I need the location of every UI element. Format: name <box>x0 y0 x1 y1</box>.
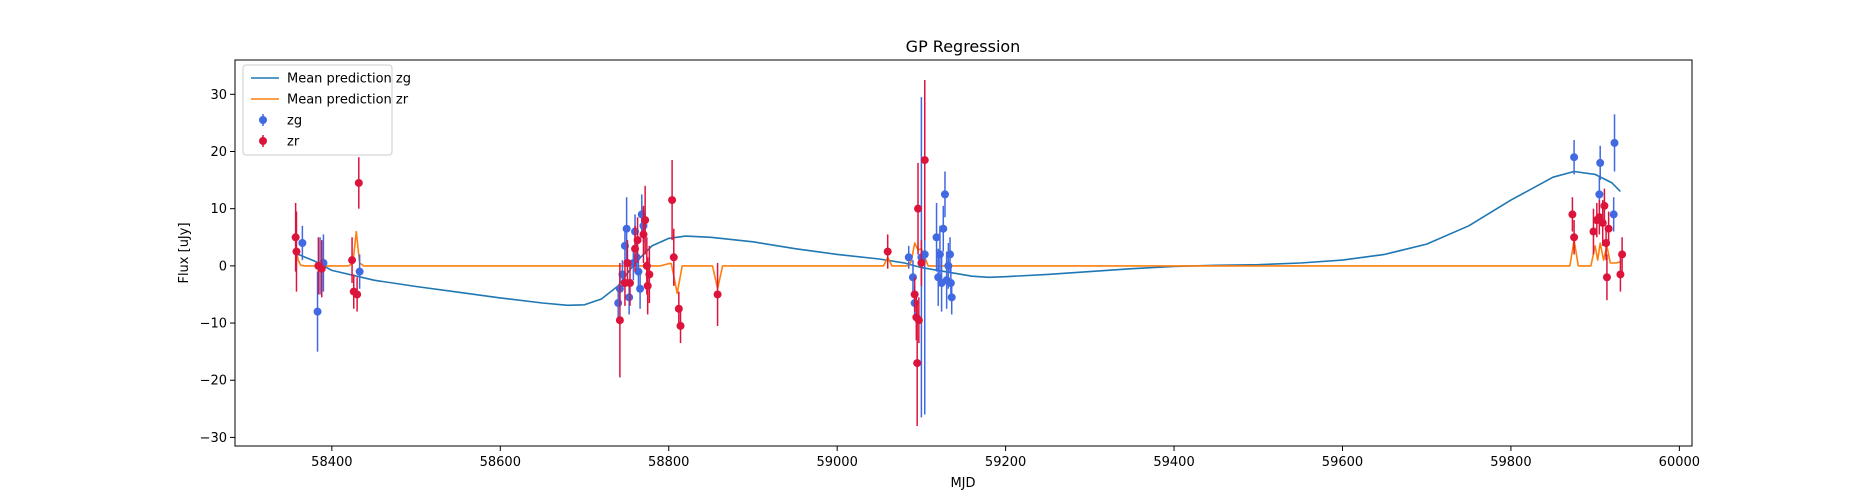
legend-marker-swatch <box>259 137 267 145</box>
x-tick-label: 59200 <box>985 455 1026 470</box>
data-point <box>317 264 326 273</box>
data-point <box>615 316 624 325</box>
data-point <box>1610 138 1619 147</box>
data-point <box>636 284 645 293</box>
data-point <box>1604 224 1613 233</box>
data-point <box>1616 270 1625 279</box>
data-point <box>1596 158 1605 167</box>
data-point <box>291 233 300 242</box>
data-point <box>1570 153 1579 162</box>
data-point <box>1602 273 1611 282</box>
x-tick-label: 58800 <box>648 455 689 470</box>
series-line-zg <box>297 170 1621 307</box>
data-point <box>643 281 652 290</box>
data-point <box>292 247 301 256</box>
data-point <box>353 290 362 299</box>
data-point <box>1618 250 1627 259</box>
data-point <box>639 230 648 239</box>
data-point <box>914 316 923 325</box>
legend-label: Mean prediction zg <box>287 72 411 87</box>
legend-label: zg <box>287 114 302 129</box>
y-axis-label: Flux [uJy] <box>177 222 192 283</box>
data-point <box>676 321 685 330</box>
data-point <box>614 299 623 308</box>
legend-item: zg <box>259 114 302 129</box>
legend-box <box>242 64 393 156</box>
data-point <box>674 304 683 313</box>
data-point <box>354 178 363 187</box>
x-axis-label: MJD <box>950 476 975 491</box>
x-tick-label: 59600 <box>1322 455 1363 470</box>
data-point <box>904 253 913 262</box>
data-point <box>713 290 722 299</box>
y-tick-label: −20 <box>200 374 227 389</box>
x-axis: 58400 58600 58800 59000 59200 59400 59600 59800… <box>311 446 1700 470</box>
data-point <box>939 224 948 233</box>
y-tick-label: 30 <box>210 88 227 103</box>
x-tick-label: 58400 <box>311 455 352 470</box>
data-point <box>632 253 641 262</box>
data-point <box>940 190 949 199</box>
x-tick-label: 58600 <box>480 455 521 470</box>
legend-item: Mean prediction zg <box>251 72 411 87</box>
legend-item: Mean prediction zr <box>251 93 409 108</box>
legend-label: Mean prediction zr <box>287 93 409 108</box>
data-point <box>669 253 678 262</box>
data-point <box>1570 233 1579 242</box>
data-point <box>645 270 654 279</box>
legend-label: zr <box>287 135 300 150</box>
data-point <box>932 233 941 242</box>
data-point <box>1568 210 1577 219</box>
y-tick-label: 0 <box>219 259 227 274</box>
data-point <box>908 273 917 282</box>
data-point <box>355 267 364 276</box>
data-point <box>910 290 919 299</box>
data-point <box>1595 190 1604 199</box>
y-axis: −30 −20 −10 0 10 20 30 <box>200 88 235 446</box>
data-point <box>920 156 929 165</box>
y-tick-label: −30 <box>200 431 227 446</box>
data-point <box>914 204 923 213</box>
data-point <box>641 216 650 225</box>
data-point <box>313 307 322 316</box>
data-point <box>668 196 677 205</box>
data-point <box>622 224 631 233</box>
legend-marker-swatch <box>259 116 267 124</box>
data-point <box>883 247 892 256</box>
x-tick-label: 59800 <box>1490 455 1531 470</box>
series-zg <box>298 94 1619 418</box>
chart-title: GP Regression <box>906 37 1021 56</box>
series-line-zr <box>295 230 1623 295</box>
data-point <box>946 279 955 288</box>
data-point <box>1598 218 1607 227</box>
legend-item: zr <box>259 135 300 150</box>
y-tick-label: 10 <box>210 202 227 217</box>
series-zr <box>291 80 1627 426</box>
data-point <box>947 293 956 302</box>
data-point <box>348 256 357 265</box>
data-point <box>946 250 955 259</box>
x-tick-label: 59400 <box>1153 455 1194 470</box>
data-point <box>917 259 926 268</box>
data-point <box>913 359 922 368</box>
data-point <box>625 279 634 288</box>
data-point <box>935 250 944 259</box>
data-point <box>1589 227 1598 236</box>
x-tick-label: 60000 <box>1659 455 1700 470</box>
data-point <box>920 250 929 259</box>
data-point <box>1600 201 1609 210</box>
plot-frame <box>234 59 1693 447</box>
data-point <box>1609 210 1618 219</box>
plot-area <box>291 80 1627 426</box>
legend: Mean prediction zg Mean prediction zr zg zr <box>242 64 411 156</box>
data-point <box>298 238 307 247</box>
y-tick-label: −10 <box>200 317 227 332</box>
y-tick-label: 20 <box>210 145 227 160</box>
data-point <box>625 293 634 302</box>
data-point <box>633 236 642 245</box>
x-tick-label: 59000 <box>816 455 857 470</box>
